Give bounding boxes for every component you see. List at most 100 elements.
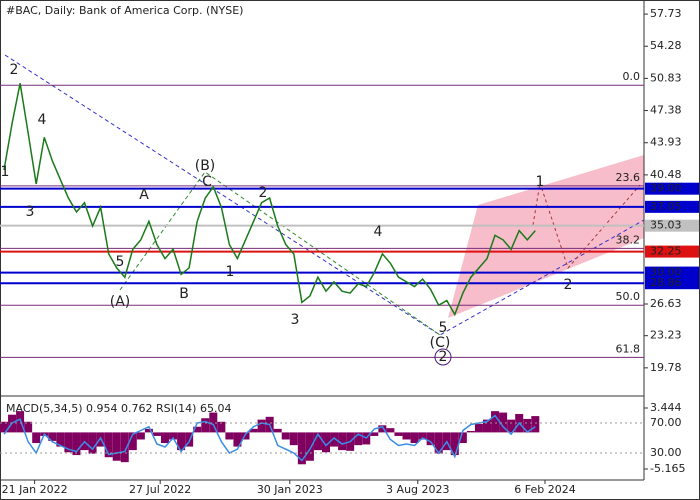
y-tick-label: 26.63 bbox=[650, 297, 682, 310]
indicator-legend: MACD(5,34,5) 0.954 0.762 RSI(14) 65.04 bbox=[6, 402, 231, 415]
y2-tick-label: 30.00 bbox=[650, 446, 682, 459]
level-tag bbox=[645, 245, 699, 258]
y-tick-label: 57.73 bbox=[650, 7, 682, 20]
fib-label: 23.6 bbox=[616, 171, 641, 184]
macd-bar bbox=[0, 421, 8, 433]
macd-bar bbox=[474, 423, 483, 433]
wave-label: C bbox=[202, 174, 212, 190]
wave-label: 2 bbox=[564, 277, 573, 293]
y-tick-label: -5.165 bbox=[650, 462, 685, 475]
macd-bar bbox=[434, 432, 443, 454]
level-tag bbox=[645, 182, 699, 195]
macd-bar bbox=[177, 432, 186, 451]
y-tick-label: 19.78 bbox=[650, 361, 682, 374]
macd-bar bbox=[410, 432, 419, 444]
macd-bar bbox=[56, 432, 65, 447]
macd-bar bbox=[281, 432, 290, 440]
wave-label: 5 bbox=[439, 320, 448, 336]
macd-bar bbox=[24, 421, 33, 433]
macd-bar bbox=[209, 412, 218, 433]
macd-bar bbox=[72, 432, 81, 456]
fib-label: 38.2 bbox=[616, 233, 641, 246]
macd-bar bbox=[507, 419, 516, 433]
macd-bar bbox=[418, 432, 427, 440]
wave-label: (C) bbox=[430, 335, 451, 351]
macd-bar bbox=[483, 419, 491, 433]
macd-bar bbox=[370, 432, 379, 436]
macd-bar bbox=[112, 432, 121, 461]
projection-channel bbox=[448, 155, 644, 318]
wave-label: 2 bbox=[439, 349, 448, 365]
level-tag bbox=[645, 266, 699, 279]
wave-label: (A) bbox=[110, 294, 131, 310]
macd-bar bbox=[169, 432, 178, 440]
fib-label: 50.0 bbox=[616, 290, 641, 303]
x-tick-label: 27 Jul 2022 bbox=[129, 483, 191, 496]
macd-bar bbox=[450, 432, 459, 456]
y-tick-label: 3.444 bbox=[650, 401, 682, 414]
wave-circle bbox=[434, 348, 452, 366]
macd-bar bbox=[217, 421, 226, 433]
macd-bar bbox=[16, 411, 25, 433]
macd-bar bbox=[330, 432, 339, 447]
level-label: 39.00 bbox=[650, 182, 682, 195]
y-tick-label: 54.28 bbox=[650, 39, 682, 52]
wave-label: A bbox=[139, 187, 149, 203]
macd-bar bbox=[458, 432, 467, 444]
wave-label: 1 bbox=[536, 174, 545, 190]
macd-bar bbox=[297, 432, 306, 465]
x-tick-label: 3 Aug 2023 bbox=[386, 483, 449, 496]
y-tick-label: 50.83 bbox=[650, 71, 682, 84]
y-tick-label: 23.23 bbox=[650, 329, 682, 342]
macd-bar bbox=[378, 425, 387, 433]
level-label: 35.03 bbox=[650, 219, 682, 232]
level-tag bbox=[645, 219, 699, 232]
macd-bar bbox=[161, 432, 169, 444]
macd-bar bbox=[64, 432, 73, 453]
macd-bar bbox=[120, 432, 129, 463]
macd-bar bbox=[201, 418, 210, 433]
y-tick-label: 40.48 bbox=[650, 168, 682, 181]
wave-label: 5 bbox=[116, 254, 125, 270]
macd-bar bbox=[354, 432, 363, 446]
wave-label: 3 bbox=[291, 312, 300, 328]
macd-bar bbox=[257, 419, 266, 433]
wave-label: 4 bbox=[374, 224, 383, 240]
macd-bar bbox=[136, 432, 145, 440]
macd-bar bbox=[273, 428, 282, 433]
macd-bar bbox=[491, 411, 500, 433]
price-line bbox=[3, 83, 536, 317]
macd-bar bbox=[338, 432, 347, 451]
x-tick-label: 21 Jan 2022 bbox=[2, 483, 68, 496]
fib-label: 0.0 bbox=[623, 70, 641, 83]
wave-label: (B) bbox=[195, 158, 216, 174]
fib-label: 61.8 bbox=[616, 342, 641, 355]
macd-bar bbox=[185, 432, 194, 447]
macd-bar bbox=[233, 432, 242, 447]
level-label: 32.25 bbox=[650, 245, 682, 258]
macd-bar bbox=[322, 432, 330, 453]
macd-bar bbox=[531, 416, 540, 433]
macd-bar bbox=[249, 428, 258, 433]
macd-bar bbox=[466, 430, 475, 433]
y2-tick-label: 70.00 bbox=[650, 416, 682, 429]
macd-bar bbox=[426, 432, 435, 446]
x-tick-label: 30 Jan 2023 bbox=[257, 483, 323, 496]
macd-bar bbox=[48, 432, 57, 441]
macd-bar bbox=[128, 432, 137, 451]
price-line bbox=[3, 414, 536, 462]
wave-line bbox=[119, 171, 441, 336]
level-label: 30.00 bbox=[650, 266, 682, 279]
x-tick-label: 6 Feb 2024 bbox=[514, 483, 575, 496]
macd-bar bbox=[402, 432, 411, 440]
wave-label: 3 bbox=[26, 204, 35, 220]
level-label: 37.05 bbox=[650, 200, 682, 213]
macd-bar bbox=[32, 432, 41, 444]
wave-label: B bbox=[179, 286, 189, 302]
macd-bar bbox=[313, 432, 322, 451]
macd-bar bbox=[193, 426, 202, 433]
chart-title: #BAC, Daily: Bank of America Corp. (NYSE… bbox=[6, 4, 243, 17]
wave-label: 1 bbox=[1, 164, 10, 180]
macd-bar bbox=[386, 428, 395, 433]
